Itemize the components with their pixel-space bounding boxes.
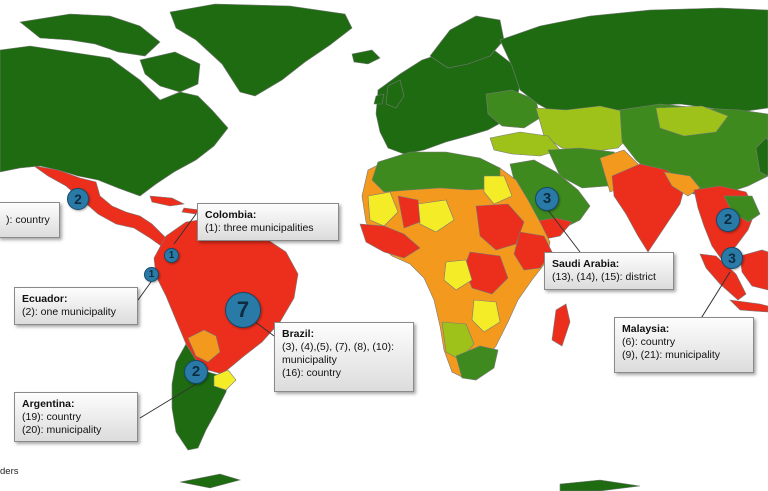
callout-saudi-arabia: Saudi Arabia: (13), (14), (15): district	[544, 252, 674, 290]
arctic-islands	[19, 13, 161, 57]
callout-brazil-title: Brazil:	[282, 328, 315, 340]
marker-colombia[interactable]: 1	[164, 248, 179, 263]
callout-brazil: Brazil: (3), (4),(5), (7), (8), (10): mu…	[274, 322, 414, 392]
callout-argentina-title: Argentina:	[22, 398, 75, 410]
callout-colombia: Colombia: (1): three municipalities	[197, 203, 339, 241]
madagascar	[551, 303, 571, 347]
callout-mexico-line: ): country	[6, 214, 50, 226]
japan	[755, 137, 768, 177]
callout-saudi-arabia-line-1: (13), (14), (15): district	[552, 271, 656, 283]
southern-africa	[455, 345, 499, 381]
sumatra	[699, 253, 747, 301]
callout-ecuador: Ecuador: (2): one municipality	[14, 287, 138, 325]
footer-text: ders	[0, 466, 19, 477]
callout-argentina-line-2: (20): municipality	[22, 424, 102, 436]
callout-argentina-line-1: (19): country	[22, 411, 81, 423]
callout-brazil-line-1: (3), (4),(5), (7), (8), (10):	[282, 341, 395, 353]
marker-mexico[interactable]: 2	[67, 188, 89, 210]
callout-brazil-line-2: municipality	[282, 354, 337, 366]
marker-malaysia[interactable]: 3	[721, 247, 743, 269]
greenland	[169, 3, 353, 97]
baffin-island	[139, 51, 201, 93]
russia	[499, 7, 768, 117]
west-africa-red	[359, 195, 421, 259]
callout-argentina: Argentina: (19): country (20): municipal…	[14, 392, 138, 442]
callout-brazil-line-3: (16): country	[282, 367, 341, 379]
marker-argentina[interactable]: 2	[184, 360, 208, 384]
borneo-java	[729, 249, 768, 313]
antarctic-fringe	[179, 473, 641, 491]
eastern-europe	[485, 89, 541, 129]
iceland	[351, 49, 381, 65]
east-africa	[513, 231, 553, 271]
marker-saudi-arabia[interactable]: 3	[535, 187, 559, 211]
paraguay-region	[187, 329, 221, 363]
africa-yellow-south	[443, 259, 501, 333]
callout-malaysia-title: Malaysia:	[622, 323, 670, 335]
callout-mexico-partial: ): country	[0, 202, 60, 238]
callout-colombia-line-1: (1): three municipalities	[205, 222, 314, 234]
callout-saudi-arabia-title: Saudi Arabia:	[552, 258, 620, 270]
marker-brazil[interactable]: 7	[225, 292, 261, 328]
callout-ecuador-line-1: (2): one municipality	[22, 306, 116, 318]
uruguay-region	[213, 369, 237, 391]
marker-ecuador[interactable]: 1	[144, 267, 159, 282]
british-isles	[373, 79, 405, 109]
north-america	[0, 45, 229, 197]
callout-ecuador-title: Ecuador:	[22, 293, 68, 305]
nepal-bangladesh	[663, 171, 701, 197]
callout-malaysia-line-2: (9), (21): municipality	[622, 349, 721, 361]
mongolia	[655, 105, 729, 137]
marker-india-east[interactable]: 2	[716, 208, 740, 232]
india	[611, 163, 687, 253]
callout-connectors	[137, 209, 731, 419]
callout-colombia-title: Colombia:	[205, 209, 257, 221]
callout-malaysia: Malaysia: (6): country (9), (21): munici…	[614, 317, 754, 373]
callout-malaysia-line-1: (6): country	[622, 336, 676, 348]
